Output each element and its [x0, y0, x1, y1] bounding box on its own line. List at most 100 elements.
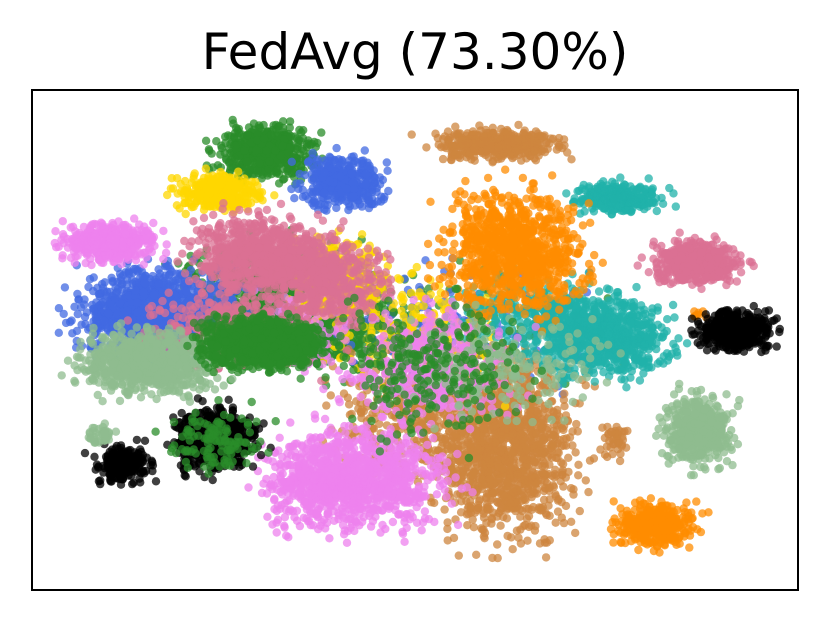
scatter-point	[255, 158, 264, 168]
scatter-point	[123, 280, 132, 289]
scatter-point	[115, 269, 125, 278]
scatter-point	[541, 553, 551, 562]
scatter-point	[451, 122, 460, 131]
scatter-point	[297, 162, 306, 171]
scatter-point	[463, 139, 472, 148]
scatter-point	[572, 419, 581, 429]
scatter-point	[265, 157, 274, 166]
scatter-point	[492, 153, 502, 162]
scatter-point	[217, 141, 226, 150]
scatter-point	[73, 289, 82, 299]
scatter-point	[243, 130, 252, 140]
scatter-point	[567, 517, 576, 526]
scatter-point	[205, 146, 214, 155]
scatter-point	[103, 309, 113, 318]
scatter-point	[125, 269, 134, 279]
scatter-point	[553, 507, 563, 516]
scatter-point	[253, 136, 262, 145]
scatter-point	[422, 143, 431, 152]
scatter-point	[384, 186, 393, 196]
points-layer	[50, 115, 784, 563]
scatter-point	[225, 157, 234, 166]
scatter-point	[364, 192, 373, 201]
scatter-point	[70, 302, 79, 311]
scatter-point	[546, 134, 555, 143]
scatter-point	[290, 194, 299, 203]
scatter-point	[110, 294, 120, 303]
scatter-point	[285, 123, 294, 132]
scatter-point	[323, 200, 332, 210]
scatter-point	[59, 309, 68, 319]
scatter-point	[65, 317, 75, 327]
scatter-point	[154, 279, 163, 289]
scatter-point	[242, 157, 252, 166]
scatter-point	[438, 154, 448, 164]
scatter-point	[486, 140, 495, 149]
scatter-point	[349, 192, 358, 201]
scatter-point	[267, 130, 276, 140]
scatter-point	[133, 308, 142, 317]
scatter-point	[304, 139, 313, 148]
scatter-point	[285, 117, 295, 126]
scatter-point	[140, 279, 150, 288]
scatter-point	[100, 316, 109, 326]
scatter-point	[493, 134, 502, 143]
scatter-point	[278, 141, 287, 151]
scatter-point	[73, 309, 83, 319]
scatter-point	[102, 287, 112, 296]
scatter-point	[240, 146, 249, 155]
scatter-point	[77, 320, 86, 329]
scatter-point	[467, 155, 476, 164]
scatter-point	[567, 155, 576, 164]
scatter-point	[313, 155, 322, 164]
scatter-point	[472, 550, 481, 559]
scatter-point	[488, 123, 497, 132]
scatter-point	[298, 144, 307, 154]
scatter-point	[449, 533, 459, 543]
scatter-point	[139, 288, 148, 297]
scatter-point	[378, 175, 388, 185]
scatter-point	[496, 521, 505, 530]
scatter-point	[296, 374, 305, 383]
scatter-point	[175, 284, 184, 293]
scatter-point	[575, 506, 584, 516]
scatter-point	[80, 312, 90, 322]
scatter-point	[508, 545, 517, 554]
scatter-point	[60, 283, 70, 292]
scatter-point	[494, 143, 503, 152]
scatter-point	[294, 184, 303, 194]
scatter-point	[332, 143, 341, 153]
scatter-point	[148, 271, 157, 281]
scatter-point	[89, 306, 99, 316]
scatter-point	[54, 328, 63, 337]
scatter-point	[565, 433, 575, 442]
scatter-point	[286, 131, 296, 141]
scatter-point	[89, 273, 98, 282]
scatter-point	[133, 298, 142, 307]
scatter-point	[295, 169, 304, 179]
scatter-point	[280, 135, 289, 144]
scatter-point	[303, 158, 313, 167]
scatter-point	[345, 202, 354, 211]
scatter-point	[434, 140, 443, 149]
scatter-point	[95, 290, 104, 299]
scatter-point	[273, 132, 282, 141]
scatter-point	[228, 115, 237, 125]
chart-title: FedAvg (73.30%)	[201, 23, 629, 81]
scatter-point	[276, 151, 285, 161]
scatter-point	[320, 168, 329, 177]
scatter-point	[364, 203, 374, 213]
scatter-point	[336, 172, 345, 181]
scatter-point	[108, 277, 118, 287]
scatter-point	[226, 132, 235, 141]
scatter-point	[382, 158, 391, 167]
scatter-point	[379, 195, 388, 204]
scatter-point	[361, 180, 370, 190]
scatter-point	[560, 389, 569, 398]
scatter-point	[533, 148, 543, 157]
scatter-point	[469, 130, 479, 139]
scatter-point	[448, 141, 457, 150]
scatter-point	[231, 141, 240, 151]
scatter-point	[537, 132, 547, 141]
